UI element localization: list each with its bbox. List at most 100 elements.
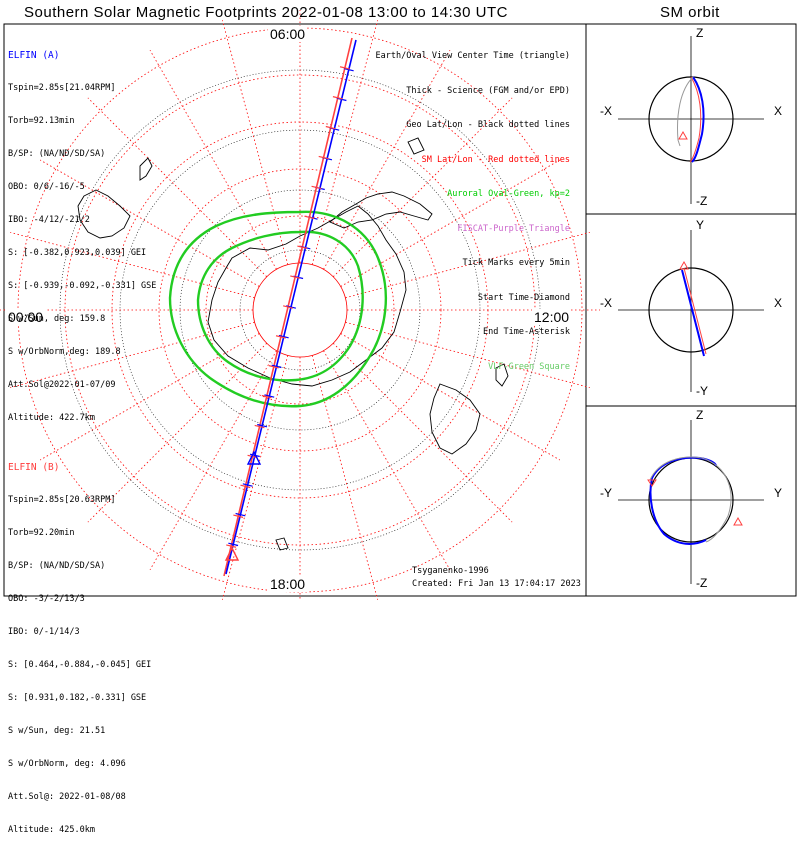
continent-outlines <box>77 137 509 551</box>
sm-lon-line <box>221 20 289 265</box>
orbit-yz-triangle <box>733 516 743 526</box>
elfin-a-line-5: S: [-0.382,0.923,0.039] GEI <box>8 248 147 258</box>
legend-item-6: Tick Marks every 5min <box>462 258 570 268</box>
elfin-a-line-3: OBO: 0/6/-16/-5 <box>8 182 85 192</box>
south-america-outline <box>329 191 433 229</box>
orbit-panel-xy <box>618 230 764 392</box>
clock-label-bottom: 18:00 <box>268 576 308 592</box>
elfin-b-tick <box>318 155 329 160</box>
elfin-b-line-1: Torb=92.20min <box>8 528 75 538</box>
orbit-xz-b <box>689 76 702 163</box>
orbit-3-right-label: Y <box>774 486 783 500</box>
legend-item-5: FISCAT-Purple Triangle <box>457 223 570 234</box>
elfin-b-tick <box>226 544 237 548</box>
legend-item-8: End Time-Asterisk <box>483 327 570 337</box>
elfin-a-tick <box>235 512 246 517</box>
legend-item-0: Earth/Oval View Center Time (triangle) <box>375 51 570 61</box>
orbit-xy-a <box>681 269 705 357</box>
elfin-a-tick <box>257 423 268 428</box>
orbit-2-right-label: X <box>774 296 783 310</box>
elfin-b-tick <box>304 215 315 220</box>
elfin-b-tick <box>254 424 265 429</box>
elfin-b-tick <box>339 66 350 70</box>
elfin-a-line-7: S w/Sun, deg: 159.8 <box>8 314 106 324</box>
elfin-a-line-9: Att.Sol@2022-01-07/09 <box>8 380 116 390</box>
elfin-a-tick <box>278 334 289 339</box>
elfin-b-tick <box>282 305 294 309</box>
elfin-a-line-1: Torb=92.13min <box>8 116 75 126</box>
elfin-b-line-0: Tspin=2.85s[20.63RPM] <box>8 495 116 505</box>
elfin-a-tick <box>343 67 354 72</box>
orbit-xz-a <box>691 76 705 163</box>
elfin-a-tick <box>271 364 282 369</box>
elfin-a-line-6: S: [-0.939,-0.092,-0.331] GSE <box>8 281 157 291</box>
created-label: Created: Fri Jan 13 17:04:17 2023 <box>412 579 581 589</box>
orbit-2-left-label: -X <box>600 296 612 310</box>
elfin-a-line-2: B/SP: (NA/ND/SD/SA) <box>8 149 106 159</box>
orbit-yz-b <box>649 456 732 543</box>
elfin-b-tick <box>290 275 301 279</box>
madagascar-outline <box>495 363 509 387</box>
legend-item-7: Start Time-Diamond <box>477 292 570 303</box>
elfin-b-line-5: S: [0.464,-0.884,-0.045] GEI <box>8 660 152 670</box>
elfin-a-line-0: Tspin=2.85s[21.04RPM] <box>8 83 116 93</box>
auroral-oval-outer <box>168 210 388 408</box>
elfin-a-tick-marks <box>228 67 354 547</box>
elfin-b-tick <box>311 185 322 190</box>
orbit-panel-xz <box>618 36 764 204</box>
orbit-yz-marker <box>647 479 657 487</box>
elfin-b-tick <box>275 335 286 339</box>
auroral-ovals <box>168 210 388 408</box>
elfin-b-tick <box>332 96 343 100</box>
elfin-a-tick <box>242 483 253 487</box>
orbit-2-top-label: Y <box>696 218 705 232</box>
elfin-b-line-10: Altitude: 425.0km <box>8 825 95 835</box>
elfin-b-info: ELFIN (B) Tspin=2.85s[20.63RPM] Torb=92.… <box>8 440 151 847</box>
orbit-3-left-label: -Y <box>600 486 612 500</box>
elfin-a-tick <box>285 305 297 309</box>
elfin-b-tick <box>268 365 279 369</box>
elfin-b-line-9: Att.Sol@: 2022-01-08/08 <box>8 792 126 802</box>
elfin-b-tick <box>233 514 244 518</box>
plot-canvas <box>0 10 797 600</box>
legend: Earth/Oval View Center Time (triangle) T… <box>376 28 570 385</box>
elfin-a-name: ELFIN (A) <box>8 50 60 61</box>
clock-label-left: 00:00 <box>6 309 46 325</box>
new-zealand-outline <box>139 157 153 181</box>
legend-item-3: SM Lat/Lon - Red dotted lines <box>421 154 570 165</box>
auroral-oval-inner <box>196 230 364 382</box>
orbit-1-bottom-label: -Z <box>696 194 708 208</box>
elfin-b-line-7: S w/Sun, deg: 21.51 <box>8 726 106 736</box>
elfin-a-tick <box>264 394 275 398</box>
antarctica-outline <box>207 205 407 387</box>
orbit-xy-triangle <box>679 260 689 270</box>
elfin-b-tick <box>240 484 251 489</box>
orbit-xy-b <box>683 267 707 355</box>
australia-outline <box>77 189 131 239</box>
clock-label-top: 06:00 <box>268 26 308 42</box>
sm-lon-line <box>149 49 277 270</box>
elfin-b-tick <box>325 125 336 130</box>
elfin-a-line-8: S w/OrbNorm,deg: 189.8 <box>8 347 121 357</box>
elfin-b-name: ELFIN (B) <box>8 462 60 473</box>
orbit-xz-triangle <box>678 130 688 140</box>
elfin-b-line-8: S w/OrbNorm, deg: 4.096 <box>8 759 126 769</box>
elfin-b-tick <box>297 245 308 249</box>
legend-item-9: VLF-Green Square <box>488 361 570 372</box>
elfin-b-tick <box>261 394 272 399</box>
elfin-b-line-4: IBO: 0/-1/14/3 <box>8 627 80 637</box>
orbit-1-left-label: -X <box>600 104 612 118</box>
orbit-3-bottom-label: -Z <box>696 576 708 590</box>
elfin-a-line-4: IBO: -4/12/-21/2 <box>8 215 90 225</box>
sm-lat-circle <box>158 168 442 452</box>
elfin-b-tick-marks <box>226 66 350 548</box>
orbit-xz-trail <box>677 76 694 147</box>
orbit-title: SM orbit <box>660 4 720 21</box>
africa-outline <box>429 383 481 455</box>
legend-item-4: Auroral Oval-Green, kp=2 <box>447 189 570 199</box>
orbit-2-bottom-label: -Y <box>696 384 708 398</box>
clock-label-right: 12:00 <box>532 309 572 325</box>
islands-outline <box>275 137 425 551</box>
elfin-a-tick <box>336 97 347 102</box>
elfin-b-line-6: S: [0.931,0.182,-0.331] GSE <box>8 693 147 703</box>
